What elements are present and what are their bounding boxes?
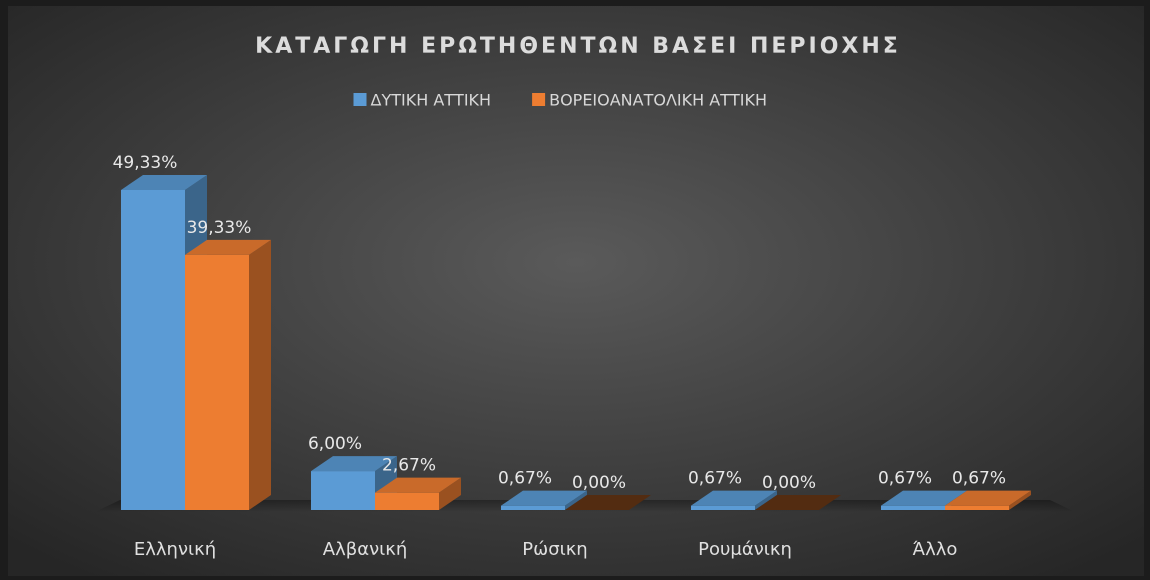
bar [501,490,587,510]
bar-front [691,505,755,510]
x-tick-label: Ρουμάνικη [698,539,792,560]
bar [945,490,1031,510]
bar-front [311,471,375,510]
chart-title: ΚΑΤΑΓΩΓΗ ΕΡΩΤΗΘΕΝΤΩΝ ΒΑΣΕΙ ΠΕΡΙΟΧΗΣ [255,34,901,59]
bar-top [755,495,841,510]
x-tick-label: Άλλο [913,539,958,560]
data-label: 0,67% [952,469,1006,489]
bar-top [501,490,587,506]
bar-side [755,490,777,510]
data-label: 0,00% [762,473,816,493]
bar-side [249,239,271,510]
data-label: 0,67% [498,469,552,489]
bar-top [311,456,397,472]
legend: ΔΥΤΙΚΗ ΑΤΤΙΚΗ ΒΟΡΕΙΟΑΝΑΤΟΛΙΚΗ ΑΤΤΙΚΗ [353,91,767,110]
bar-top [881,490,967,506]
bar [375,477,461,510]
data-label: 6,00% [308,434,362,454]
bar-top [691,490,777,506]
bar-side [565,490,587,510]
data-label: 0,00% [572,473,626,493]
legend-label: ΔΥΤΙΚΗ ΑΤΤΙΚΗ [371,91,492,110]
bar-front [375,492,439,510]
x-tick-label: Ελληνική [134,539,216,560]
bar-top [121,175,207,190]
data-label: 2,67% [382,456,436,476]
data-label: 0,67% [688,469,742,489]
bar-front [185,254,249,510]
bar [185,239,271,510]
data-label: 0,67% [878,469,932,489]
bar-top [375,477,461,493]
legend-swatch [532,93,546,106]
bar-front [881,505,945,510]
bar [691,490,777,510]
bar-front [501,505,565,510]
data-label: 39,33% [187,218,252,238]
x-tick-label: Αλβανική [323,539,407,560]
bar [565,495,651,510]
bar-top [565,495,651,510]
bar-top [945,490,1031,506]
bar-front [121,190,185,510]
legend-label: ΒΟΡΕΙΟΑΝΑΤΟΛΙΚΗ ΑΤΤΙΚΗ [549,91,767,110]
bar-front [945,505,1009,510]
bar [755,495,841,510]
bar-side [439,477,461,510]
legend-swatch [353,93,367,106]
bar-side [1009,490,1031,510]
x-tick-label: Ρώσικη [522,539,587,560]
bar-top [185,239,271,255]
data-label: 49,33% [113,153,178,173]
